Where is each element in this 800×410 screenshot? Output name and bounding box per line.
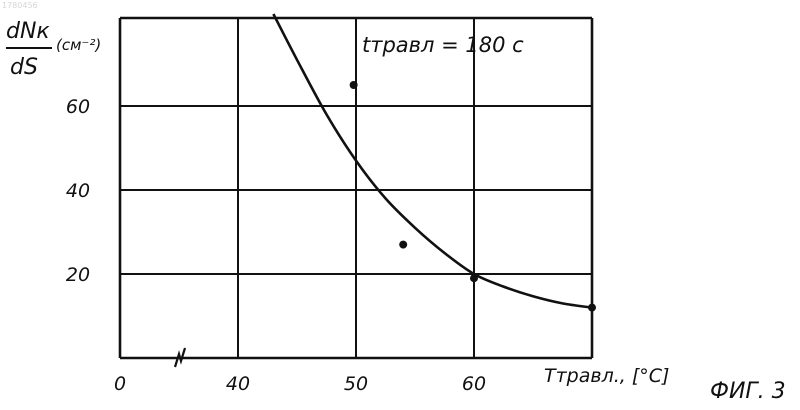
x-tick-label: 50 bbox=[344, 373, 368, 395]
x-axis-label: Tтравл., [°C] bbox=[544, 365, 669, 387]
y-tick-label: 40 bbox=[66, 180, 90, 202]
data-point bbox=[399, 241, 407, 249]
figure-label: ФИГ. 3 bbox=[710, 379, 786, 404]
document-number: 1780456 bbox=[2, 1, 38, 10]
x-tick-label: 40 bbox=[226, 373, 250, 395]
tick-labels: 0 40 50 60 20 40 60 bbox=[66, 96, 486, 395]
y-tick-label: 60 bbox=[66, 96, 90, 118]
data-point bbox=[588, 304, 596, 312]
data-point bbox=[350, 81, 358, 89]
y-label-numerator: dNк bbox=[6, 19, 50, 44]
x-tick-label: 0 bbox=[114, 373, 126, 395]
y-tick-label: 20 bbox=[66, 264, 90, 286]
fit-curve bbox=[273, 14, 592, 308]
data-point bbox=[470, 274, 478, 282]
data-points bbox=[350, 81, 596, 312]
fit-curve-layer bbox=[273, 14, 592, 308]
y-label-unit: (см⁻²) bbox=[56, 36, 101, 54]
y-axis-label: dNк dS (см⁻²) bbox=[6, 19, 101, 80]
grid bbox=[120, 18, 592, 358]
x-tick-label: 60 bbox=[462, 373, 486, 395]
annotation-etch-time: tтравл = 180 с bbox=[362, 33, 524, 57]
y-label-denominator: dS bbox=[10, 55, 38, 80]
